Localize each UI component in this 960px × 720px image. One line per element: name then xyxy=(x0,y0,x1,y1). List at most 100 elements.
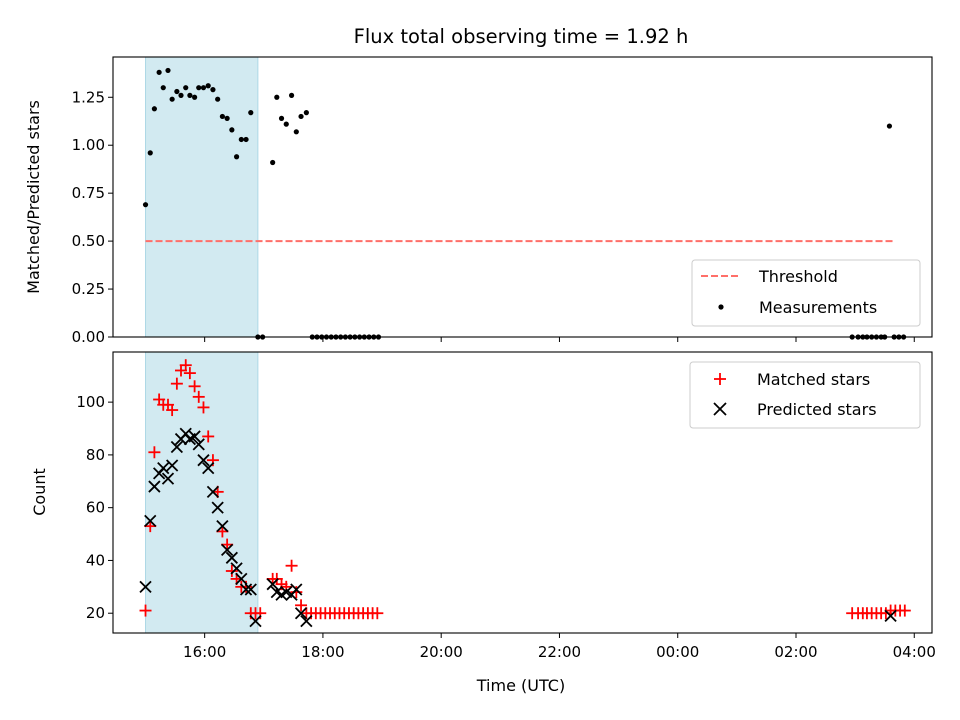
predicted-point xyxy=(148,480,161,493)
x-tick-label: 00:00 xyxy=(656,643,699,661)
predicted-point xyxy=(170,440,184,454)
legend-measurements-swatch xyxy=(718,304,724,310)
measurement-point xyxy=(303,110,309,116)
top-legend-frame xyxy=(691,259,921,327)
measurement-point xyxy=(248,110,254,116)
predicted-point-b xyxy=(170,440,184,454)
predicted-point-b xyxy=(270,585,283,599)
predicted-point-b xyxy=(249,614,262,628)
top-axes-frame xyxy=(112,56,933,338)
matched-point xyxy=(371,607,384,620)
matched-point xyxy=(170,377,183,390)
legend-matched-swatch xyxy=(714,373,726,385)
predicted-point-b xyxy=(280,585,293,599)
measurement-point xyxy=(293,129,299,135)
predicted-point-b xyxy=(206,485,220,498)
top-legend: Threshold Measurements xyxy=(691,259,921,327)
predicted-point xyxy=(235,572,248,586)
measurement-point xyxy=(288,92,295,98)
predicted-point xyxy=(157,461,170,475)
predicted-point-b xyxy=(148,480,161,493)
top-y-axis-label: Matched/Predicted stars xyxy=(24,100,43,294)
measurement-point xyxy=(215,96,221,102)
measurement-point xyxy=(142,202,149,208)
predicted-point-b xyxy=(188,430,201,443)
measurement-point xyxy=(219,113,225,120)
top-y-tick-label: 1.25 xyxy=(72,88,105,106)
measurement-point xyxy=(229,127,235,133)
predicted-point xyxy=(884,609,897,622)
predicted-point xyxy=(290,583,303,596)
predicted-point xyxy=(165,459,179,472)
top-panel: Matched/Predicted stars 0.00 0.25 0.50 0.75… xyxy=(24,56,933,346)
measurement-point xyxy=(298,113,304,120)
predicted-point xyxy=(161,472,175,485)
top-y-tick-label: 0.25 xyxy=(72,280,105,298)
matched-point xyxy=(202,430,215,443)
bottom-panel: Count Time (UTC) 20 40 60 80 100 16:00 18:00 20… xyxy=(30,351,936,695)
matched-point xyxy=(197,401,210,414)
measurement-point xyxy=(169,96,175,102)
matched-point xyxy=(139,604,152,617)
predicted-point xyxy=(266,578,279,591)
chart-title: Flux total observing time = 1.92 h xyxy=(354,25,689,48)
predicted-point xyxy=(188,430,201,443)
matched-point xyxy=(148,446,161,459)
legend-matched-label: Matched stars xyxy=(757,370,870,389)
measurement-point xyxy=(187,92,193,98)
matched-point xyxy=(295,599,308,612)
top-y-tick-label: 0.00 xyxy=(72,328,105,346)
measurement-point xyxy=(183,85,189,91)
predicted-point-b xyxy=(294,607,308,620)
predicted-point xyxy=(206,485,220,498)
measurement-point xyxy=(886,123,893,129)
measurement-point xyxy=(151,106,157,112)
matched-point xyxy=(144,520,157,533)
predicted-point xyxy=(230,562,243,575)
legend-measurements-label: Measurements xyxy=(759,298,877,317)
predicted-point-b xyxy=(225,551,238,564)
matched-point xyxy=(225,564,238,577)
predicted-point-b xyxy=(192,438,205,451)
measurement-point xyxy=(192,94,198,100)
predicted-point xyxy=(216,520,229,533)
bottom-legend-frame xyxy=(689,361,921,429)
predicted-point-b xyxy=(165,459,179,472)
matched-point xyxy=(183,367,196,380)
predicted-point-b xyxy=(197,454,210,467)
top-y-tick-label: 0.50 xyxy=(72,232,105,250)
predicted-point-b xyxy=(139,580,152,593)
predicted-point-b xyxy=(157,461,170,475)
bottom-y-tick-label: 20 xyxy=(86,604,105,622)
predicted-point-b xyxy=(239,583,253,596)
predicted-point-b xyxy=(884,609,897,622)
predicted-point-b xyxy=(211,501,224,514)
predicted-point xyxy=(139,580,152,593)
top-y-tick-label: 0.75 xyxy=(72,184,105,202)
predicted-point xyxy=(249,614,262,628)
measurement-point xyxy=(147,150,153,156)
measurement-point xyxy=(200,85,207,91)
x-tick-label: 04:00 xyxy=(893,643,936,661)
matched-point xyxy=(898,604,911,617)
x-tick-label: 22:00 xyxy=(538,643,581,661)
predicted-point xyxy=(144,514,157,528)
top-y-tick-label: 1.00 xyxy=(72,136,105,154)
measurement-point xyxy=(274,94,280,100)
matched-point xyxy=(192,390,205,403)
predicted-point xyxy=(220,543,234,557)
matched-point xyxy=(216,525,229,538)
predicted-point xyxy=(192,438,205,451)
predicted-point-b xyxy=(161,472,175,485)
measurement-point xyxy=(224,115,230,121)
bottom-y-tick-label: 40 xyxy=(86,551,105,569)
predicted-point-b xyxy=(266,578,279,591)
predicted-point xyxy=(211,501,224,514)
series-predicted-stars xyxy=(139,427,897,628)
measurement-point xyxy=(238,136,244,143)
measurement-point xyxy=(278,115,285,121)
predicted-point xyxy=(244,583,257,596)
predicted-point-b xyxy=(230,562,243,575)
x-tick-label: 20:00 xyxy=(420,643,463,661)
measurement-point xyxy=(156,69,162,75)
